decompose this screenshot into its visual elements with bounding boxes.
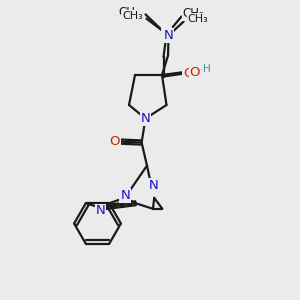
- Text: N: N: [121, 189, 130, 202]
- Text: N: N: [141, 112, 150, 125]
- Text: N: N: [96, 204, 106, 217]
- Text: CH₃: CH₃: [122, 11, 143, 21]
- Text: CH₃: CH₃: [182, 7, 204, 20]
- Text: H: H: [196, 66, 204, 76]
- Text: CH₃: CH₃: [187, 14, 208, 24]
- Text: N: N: [149, 178, 159, 192]
- Text: CH₃: CH₃: [118, 6, 140, 20]
- Text: H: H: [202, 64, 210, 74]
- Text: O: O: [110, 135, 120, 148]
- Text: N: N: [164, 29, 173, 42]
- Text: N: N: [162, 28, 171, 41]
- Text: N: N: [120, 189, 130, 202]
- Text: O: O: [183, 67, 194, 80]
- Text: O: O: [190, 65, 200, 79]
